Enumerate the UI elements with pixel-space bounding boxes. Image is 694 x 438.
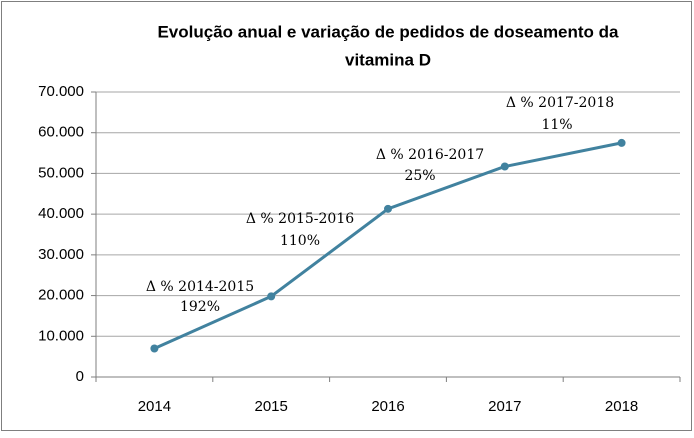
annotation-value: 110% — [280, 233, 320, 249]
annotation-label: Δ % 2016-2017 — [376, 147, 484, 163]
point — [500, 162, 509, 171]
y-tick-label: 70.000 — [38, 83, 84, 100]
point — [150, 344, 159, 353]
annotation-label: Δ % 2015-2016 — [246, 211, 354, 227]
y-tick-label: 60.000 — [38, 124, 84, 141]
x-tick-label: 2015 — [255, 398, 288, 415]
annotation-value: 192% — [180, 299, 220, 315]
y-tick-label: 20.000 — [38, 287, 84, 304]
y-tick-label: 0 — [76, 368, 84, 385]
point — [384, 204, 392, 213]
annotation-value: 25% — [404, 168, 435, 184]
point — [267, 292, 276, 301]
y-tick-label: 30.000 — [38, 246, 84, 263]
annotation-label: Δ % 2017-2018 — [506, 95, 614, 111]
y-tick-label: 10.000 — [38, 327, 84, 344]
chart-title: Evolução anual e variação de pedidos de … — [157, 22, 619, 41]
chart-border — [1, 1, 692, 431]
y-tick-label: 40.000 — [38, 205, 84, 222]
y-tick-label: 50.000 — [38, 164, 84, 181]
annotation-label: Δ % 2014-2015 — [146, 279, 254, 295]
chart-title: vitamina D — [345, 50, 431, 69]
x-tick-label: 2018 — [605, 398, 638, 415]
x-tick-label: 2016 — [371, 398, 404, 415]
x-tick-label: 2017 — [488, 398, 521, 415]
point — [617, 138, 626, 147]
x-tick-label: 2014 — [138, 398, 171, 415]
annotation-value: 11% — [541, 117, 572, 133]
